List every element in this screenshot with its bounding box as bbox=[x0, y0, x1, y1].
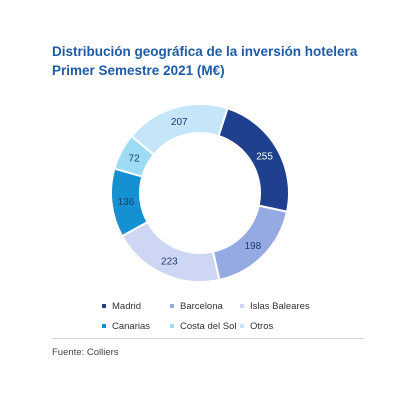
legend-swatch-barcelona bbox=[170, 304, 174, 308]
divider bbox=[52, 338, 364, 339]
chart-title: Distribución geográfica de la inversión … bbox=[52, 44, 358, 59]
legend-row: Madrid Barcelona Islas Baleares bbox=[102, 296, 362, 316]
data-label-islas-baleares: 223 bbox=[161, 256, 178, 267]
legend-swatch-costa-del-sol bbox=[170, 324, 174, 328]
data-label-otros: 207 bbox=[171, 117, 188, 128]
legend-label-otros: Otros bbox=[250, 320, 274, 332]
donut-slice-otros bbox=[130, 103, 229, 157]
legend-label-costa-del-sol: Costa del Sol bbox=[180, 320, 237, 332]
legend-swatch-canarias bbox=[102, 324, 106, 328]
legend-item-otros: Otros bbox=[240, 321, 273, 332]
data-label-canarias: 136 bbox=[118, 197, 135, 208]
legend-item-canarias: Canarias bbox=[102, 321, 170, 332]
legend-item-islas-baleares: Islas Baleares bbox=[240, 301, 310, 312]
legend-swatch-otros bbox=[240, 324, 244, 328]
legend-item-madrid: Madrid bbox=[102, 301, 170, 312]
donut-slice-madrid bbox=[217, 107, 290, 213]
donut-slice-islas-baleares bbox=[120, 220, 221, 283]
chart-subtitle: Primer Semestre 2021 (M€) bbox=[52, 63, 225, 78]
data-label-madrid: 255 bbox=[256, 151, 273, 162]
legend: Madrid Barcelona Islas Baleares Canarias… bbox=[102, 296, 362, 336]
legend-label-canarias: Canarias bbox=[112, 320, 151, 332]
data-label-costa-del-sol: 72 bbox=[129, 154, 141, 165]
legend-label-islas-baleares: Islas Baleares bbox=[250, 300, 310, 312]
legend-item-costa-del-sol: Costa del Sol bbox=[170, 321, 240, 332]
legend-item-barcelona: Barcelona bbox=[170, 301, 240, 312]
legend-swatch-islas-baleares bbox=[240, 304, 244, 308]
legend-row: Canarias Costa del Sol Otros bbox=[102, 316, 362, 336]
legend-swatch-madrid bbox=[102, 304, 106, 308]
legend-label-madrid: Madrid bbox=[112, 300, 142, 312]
data-label-barcelona: 198 bbox=[245, 241, 262, 252]
source-note: Fuente: Colliers bbox=[52, 347, 119, 358]
legend-label-barcelona: Barcelona bbox=[180, 300, 223, 312]
